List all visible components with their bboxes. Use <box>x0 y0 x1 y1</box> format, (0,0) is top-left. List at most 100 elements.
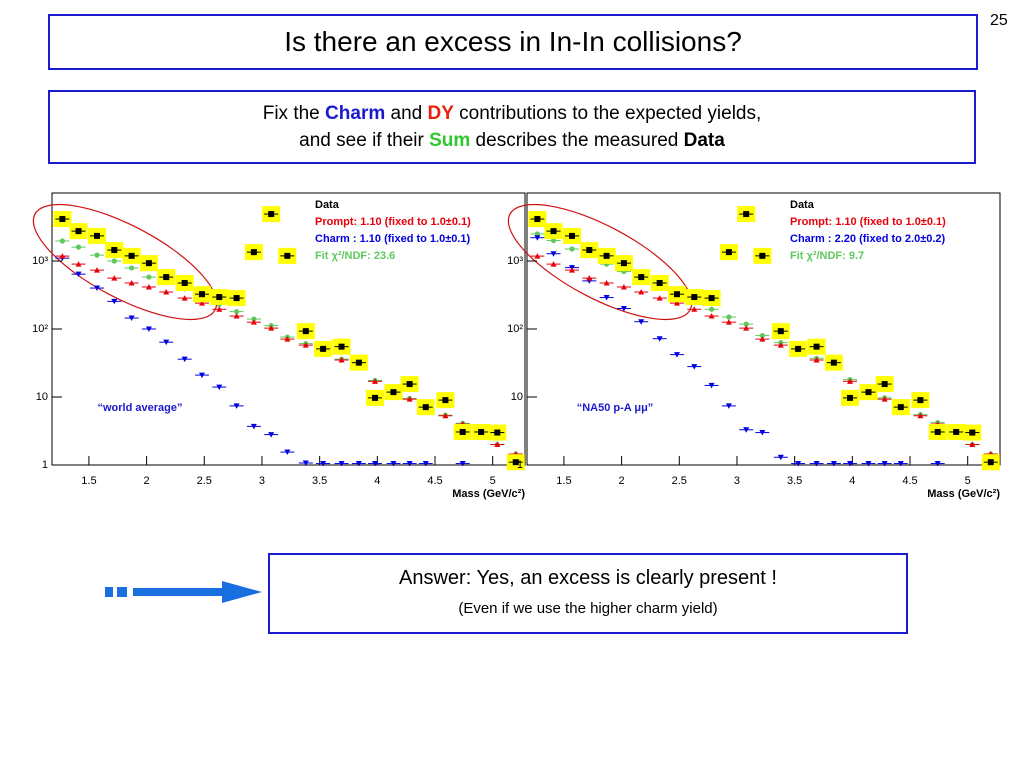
point <box>442 412 449 419</box>
data-point <box>355 359 362 366</box>
point <box>638 289 645 295</box>
plot-frame <box>526 192 1001 466</box>
point <box>673 300 680 306</box>
text: and <box>385 103 428 124</box>
subtitle-line: Fix the Charm and DY contributions to th… <box>50 100 974 127</box>
data-point <box>181 279 188 286</box>
point <box>372 461 379 467</box>
dy-word: DY <box>427 103 454 124</box>
data-point <box>320 345 327 352</box>
point <box>897 461 904 467</box>
data-point <box>111 247 118 254</box>
point <box>865 461 872 467</box>
point <box>638 319 645 325</box>
point <box>830 461 837 467</box>
plot-frame <box>51 192 526 466</box>
arrow-shaft <box>133 588 225 596</box>
point <box>743 325 750 331</box>
y-tick-label: 10 <box>36 391 48 403</box>
highlight-ellipse <box>507 203 693 321</box>
x-axis-label: Mass (GeV/c²) <box>927 488 1000 500</box>
point <box>725 319 732 325</box>
x-tick-label: 3.5 <box>312 475 327 487</box>
legend-entry: Charm : 2.20 (fixed to 2.0±0.2) <box>790 233 946 245</box>
point <box>59 238 65 244</box>
data-point <box>512 459 519 466</box>
data-point <box>586 247 593 254</box>
title: Is there an excess in In-In collisions? <box>284 26 742 57</box>
title-box: Is there an excess in In-In collisions? <box>48 14 978 70</box>
y-tick-label: 10 <box>511 391 523 403</box>
data-word: Data <box>683 130 725 151</box>
point <box>777 342 784 348</box>
x-tick-label: 4 <box>849 475 855 487</box>
highlight-ellipse <box>32 203 218 321</box>
legend-entry: Charm : 1.10 (fixed to 1.0±0.1) <box>315 233 471 245</box>
data-point <box>550 228 557 235</box>
point <box>128 315 135 322</box>
data-point <box>302 328 309 335</box>
point <box>881 461 888 467</box>
point <box>881 396 888 402</box>
y-tick-label: 10² <box>32 323 48 335</box>
data-point <box>620 260 627 267</box>
point <box>934 461 941 467</box>
point <box>251 316 257 322</box>
data-point <box>268 211 275 218</box>
data-point <box>987 459 994 466</box>
point <box>494 441 501 448</box>
data-point <box>708 295 715 302</box>
point <box>75 244 82 250</box>
charm-word: Charm <box>325 103 386 124</box>
page-number: 25 <box>990 12 1008 29</box>
point <box>233 313 240 319</box>
point <box>620 306 627 312</box>
point <box>813 461 820 467</box>
data-point <box>59 216 66 223</box>
data-point <box>638 274 645 281</box>
point <box>355 461 362 467</box>
legend-entry: Fit χ²/NDF: 23.6 <box>315 250 395 262</box>
point <box>338 461 345 467</box>
point <box>93 285 100 292</box>
x-tick-label: 4.5 <box>902 475 917 487</box>
point <box>75 271 82 278</box>
point <box>111 275 118 281</box>
data-point <box>338 343 345 350</box>
data-point <box>847 394 854 401</box>
point <box>550 261 557 267</box>
legend-entry: Data <box>315 199 340 211</box>
point <box>656 295 663 301</box>
point <box>145 326 152 332</box>
point <box>93 267 100 273</box>
data-point <box>917 397 924 404</box>
data-point <box>163 274 170 281</box>
data-point <box>830 359 837 366</box>
x-tick-label: 2 <box>619 475 625 487</box>
text: contributions to the expected yields, <box>453 103 762 124</box>
point <box>569 246 575 252</box>
point <box>777 454 784 461</box>
point <box>656 336 663 342</box>
point <box>813 357 820 363</box>
point <box>302 460 309 467</box>
point <box>372 378 379 384</box>
point <box>603 295 610 301</box>
point <box>284 336 291 342</box>
data-point <box>725 249 732 256</box>
point <box>743 427 750 433</box>
data-point <box>969 429 976 436</box>
y-tick-label: 10³ <box>32 255 48 267</box>
point <box>917 412 924 419</box>
point <box>969 441 976 448</box>
point <box>673 352 680 358</box>
point <box>250 319 257 325</box>
data-point <box>494 429 501 436</box>
point <box>233 403 240 409</box>
data-point <box>128 252 135 259</box>
legend-entry: Prompt: 1.10 (fixed to 1.0±0.1) <box>790 216 946 228</box>
data-point <box>75 228 82 235</box>
